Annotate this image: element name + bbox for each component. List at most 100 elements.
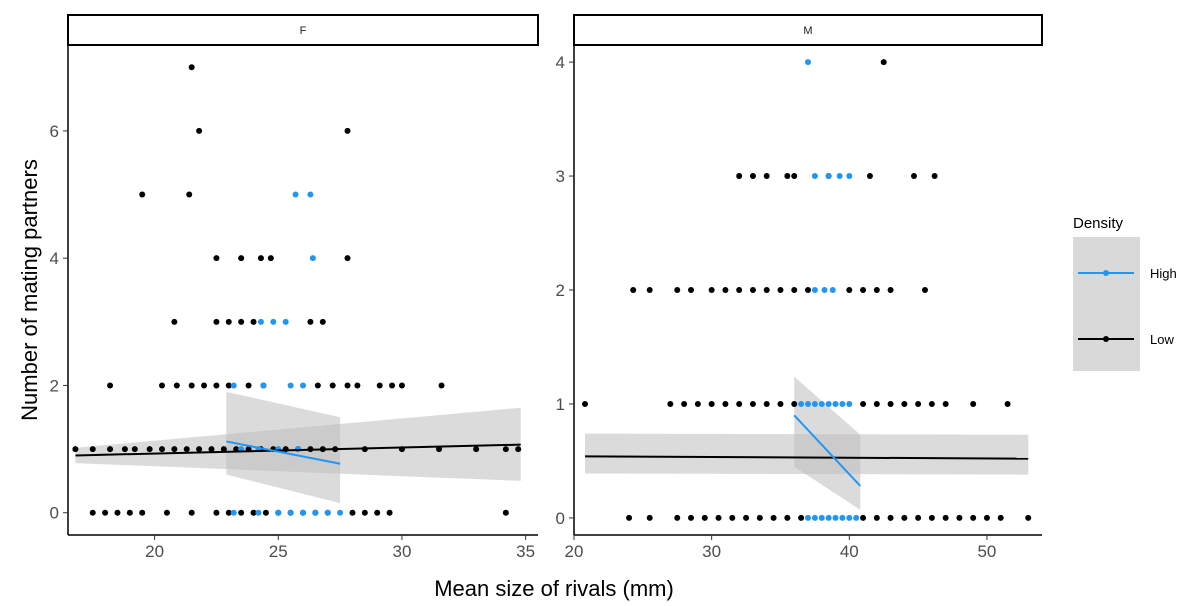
data-point-low xyxy=(763,287,770,293)
data-point-low xyxy=(887,400,894,407)
data-point-high xyxy=(825,173,832,180)
x-axis-ticks: 20 25 30 35 xyxy=(145,535,535,561)
data-point-low xyxy=(681,400,688,407)
data-point-low xyxy=(777,287,784,293)
data-point-high xyxy=(846,400,853,407)
data-point-low xyxy=(701,514,708,521)
data-point-low xyxy=(915,514,922,521)
data-point-low xyxy=(374,509,381,516)
data-point-high xyxy=(300,382,306,389)
data-point-high xyxy=(825,514,832,521)
data-point-low xyxy=(736,173,743,180)
data-point-low xyxy=(89,446,96,453)
data-point-low xyxy=(928,400,935,407)
data-point-high xyxy=(287,382,294,389)
data-point-low xyxy=(213,318,220,325)
data-point-low xyxy=(873,514,880,521)
data-point-low xyxy=(188,64,195,71)
facet-panel-M: M 0 1 2 3 4 20 30 40 50 xyxy=(556,14,1043,561)
data-point-high xyxy=(811,514,818,521)
data-point-low xyxy=(630,287,637,293)
data-point-high xyxy=(805,59,811,66)
y-tick-label: 6 xyxy=(50,122,59,141)
data-point-low xyxy=(89,509,96,516)
data-point-low xyxy=(225,509,232,516)
data-point-low xyxy=(791,287,798,293)
data-point-low xyxy=(159,446,165,453)
legend-key-point-low xyxy=(1103,336,1109,342)
x-tick-label: 20 xyxy=(145,542,164,561)
data-point-low xyxy=(438,382,445,389)
data-point-high xyxy=(853,514,860,521)
data-point-low xyxy=(220,446,227,453)
data-point-low xyxy=(983,514,990,521)
y-tick-label: 0 xyxy=(50,504,59,523)
y-tick-label: 1 xyxy=(556,395,565,414)
data-point-low xyxy=(722,400,729,407)
data-point-low xyxy=(186,191,193,198)
data-point-low xyxy=(846,287,853,293)
data-point-low xyxy=(361,509,368,516)
y-tick-label: 3 xyxy=(556,167,565,186)
data-point-low xyxy=(139,191,146,198)
data-point-low xyxy=(502,509,509,516)
confidence-ribbon-high xyxy=(794,376,861,510)
data-point-high xyxy=(309,255,316,262)
data-point-low xyxy=(257,255,264,262)
data-point-low xyxy=(344,382,351,389)
data-point-high xyxy=(282,318,289,325)
data-point-high xyxy=(260,382,267,389)
data-point-low xyxy=(901,514,908,521)
data-point-low xyxy=(910,173,917,180)
data-point-low xyxy=(798,514,805,521)
data-point-low xyxy=(866,173,873,180)
data-point-high xyxy=(839,400,846,407)
x-tick-label: 25 xyxy=(269,542,288,561)
data-point-high xyxy=(230,509,237,516)
data-point-low xyxy=(250,318,257,325)
data-point-low xyxy=(777,400,784,407)
data-point-low xyxy=(344,127,351,134)
data-point-low xyxy=(1004,400,1011,407)
data-point-low xyxy=(502,446,509,453)
data-point-high xyxy=(312,509,319,516)
x-tick-label: 30 xyxy=(702,542,721,561)
data-point-low xyxy=(107,382,114,389)
x-tick-label: 40 xyxy=(840,542,859,561)
data-point-low xyxy=(354,382,361,389)
data-point-low xyxy=(688,287,694,293)
data-point-low xyxy=(473,446,480,453)
data-point-low xyxy=(171,318,178,325)
data-point-low xyxy=(213,255,220,262)
data-point-low xyxy=(121,446,128,453)
facet-strip-M xyxy=(573,14,1043,46)
data-point-low xyxy=(250,509,257,516)
data-point-low xyxy=(146,446,153,453)
data-point-low xyxy=(262,509,269,516)
data-point-low xyxy=(515,446,522,453)
data-point-low xyxy=(970,400,977,407)
data-point-low xyxy=(1025,514,1032,521)
data-point-high xyxy=(255,509,262,516)
data-point-high xyxy=(811,400,818,407)
data-point-low xyxy=(238,509,245,516)
data-point-high xyxy=(287,509,294,516)
data-point-low xyxy=(225,382,232,389)
data-point-low xyxy=(749,287,756,293)
x-tick-label: 50 xyxy=(977,542,996,561)
data-point-low xyxy=(784,514,791,521)
data-point-low xyxy=(715,514,722,521)
data-point-low xyxy=(770,514,777,521)
legend: Density High Low xyxy=(1073,215,1177,371)
data-point-low xyxy=(901,400,908,407)
data-point-low xyxy=(749,173,756,180)
data-point-low xyxy=(114,509,121,516)
confidence-ribbons xyxy=(585,376,1029,510)
data-point-high xyxy=(839,514,846,521)
data-point-low xyxy=(756,514,763,521)
data-point-low xyxy=(956,514,963,521)
data-point-low xyxy=(188,382,195,389)
data-point-low xyxy=(314,382,321,389)
